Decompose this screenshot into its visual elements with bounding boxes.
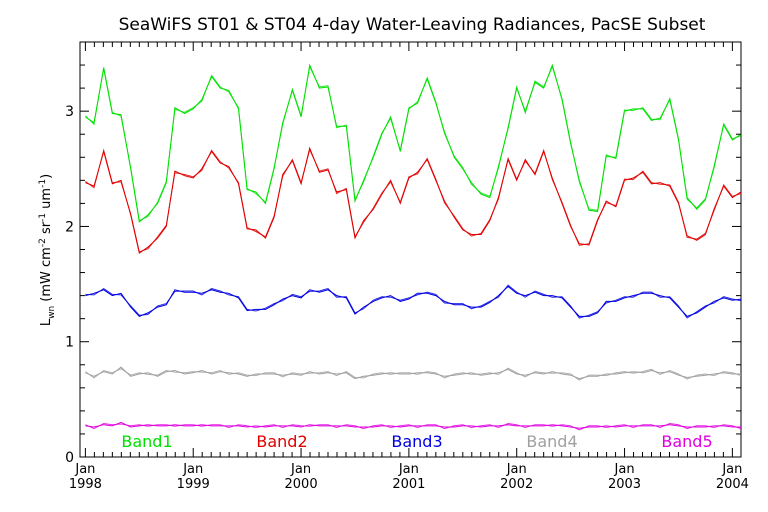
y-axis-label-exp3: -1 <box>38 179 48 188</box>
legend-item-band2: Band2 <box>256 432 307 451</box>
legend-item-band1: Band1 <box>121 432 172 451</box>
x-tick-year-label: 2003 <box>608 477 641 492</box>
legend: Band1 Band2 Band3 Band4 Band5 <box>121 432 712 451</box>
y-axis-label-unit-close: ) <box>39 174 54 179</box>
x-tick-year-label: 1998 <box>69 477 102 492</box>
y-tick-label: 0 <box>65 450 74 466</box>
series-line-band2-second-sensor <box>85 148 742 253</box>
x-tick-month-label: Jan <box>721 462 742 477</box>
series-line-band4-second-sensor <box>85 367 742 381</box>
series-layer <box>85 63 742 431</box>
x-tick-month-label: Jan <box>182 462 203 477</box>
x-tick-year-label: 2002 <box>500 477 533 492</box>
y-tick-label: 2 <box>65 219 74 235</box>
legend-item-band5: Band5 <box>661 432 712 451</box>
x-tick-year-label: 2004 <box>716 477 749 492</box>
legend-item-band3: Band3 <box>391 432 442 451</box>
y-axis-ticks: 0 1 2 3 <box>65 41 741 466</box>
x-tick-month-label: Jan <box>74 462 95 477</box>
y-axis-label-unit-mid2: um <box>39 188 54 213</box>
y-axis-label-exp2: -1 <box>38 213 48 222</box>
y-axis-label-main: L <box>39 318 54 326</box>
legend-item-band4: Band4 <box>526 432 577 451</box>
series-line-band5-second-sensor <box>85 422 742 431</box>
x-tick-month-label: Jan <box>506 462 527 477</box>
x-tick-year-label: 2000 <box>285 477 318 492</box>
y-axis-label-sub: wn <box>47 306 57 319</box>
x-tick-month-label: Jan <box>614 462 635 477</box>
y-axis-label-unit-mid: sr <box>39 221 54 238</box>
y-tick-label: 1 <box>65 335 74 351</box>
series-line-band1-second-sensor <box>85 65 742 222</box>
x-tick-month-label: Jan <box>290 462 311 477</box>
y-axis-label-unit-open: (mW cm <box>39 247 54 306</box>
series-line-band3-second-sensor <box>85 284 742 319</box>
x-axis-ticks: Jan1998Jan1999Jan2000Jan2001Jan2002Jan20… <box>69 42 749 492</box>
x-tick-year-label: 2001 <box>392 477 425 492</box>
x-tick-year-label: 1999 <box>177 477 210 492</box>
y-axis-label: Lwn (mW cm-2 sr-1 um-1) <box>38 174 57 326</box>
y-axis-label-exp1: -2 <box>38 238 48 247</box>
y-tick-label: 3 <box>65 104 74 120</box>
x-tick-month-label: Jan <box>398 462 419 477</box>
chart-title: SeaWiFS ST01 & ST04 4-day Water-Leaving … <box>119 15 706 35</box>
